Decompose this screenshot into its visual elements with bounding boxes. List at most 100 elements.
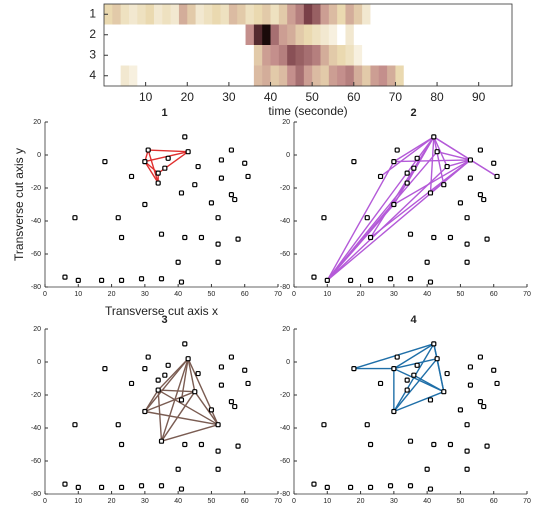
y-tick-label: -60 xyxy=(280,458,290,465)
node xyxy=(185,356,191,362)
heat-cell xyxy=(178,65,188,87)
node xyxy=(484,236,490,242)
y-tick-label: -20 xyxy=(280,392,290,399)
node xyxy=(444,163,450,170)
x-tick-label: 40 xyxy=(174,291,182,298)
y-tick-label: -20 xyxy=(280,185,290,192)
heat-cell xyxy=(337,4,346,25)
y-tick-label: -80 xyxy=(31,491,41,498)
heat-cell xyxy=(278,65,288,87)
y-tick-label: 20 xyxy=(33,326,41,333)
heat-cell xyxy=(178,4,188,25)
node xyxy=(464,448,470,454)
heat-cell xyxy=(162,45,172,66)
heat-cell xyxy=(153,4,163,25)
heat-cell xyxy=(228,65,238,87)
node xyxy=(208,407,215,413)
node xyxy=(387,483,394,489)
heat-cell xyxy=(403,45,413,66)
node xyxy=(424,259,430,265)
heat-cell xyxy=(120,4,130,25)
node xyxy=(155,377,161,383)
heat-cell xyxy=(495,4,505,25)
node xyxy=(431,234,437,241)
heat-cell xyxy=(328,24,338,46)
heat-cell xyxy=(428,4,438,25)
node xyxy=(165,155,171,161)
heat-cell xyxy=(278,4,288,25)
heat-cell xyxy=(237,24,246,46)
node xyxy=(351,366,357,372)
panel-title: 4 xyxy=(410,314,417,326)
heat-cell xyxy=(295,4,305,25)
heat-cell xyxy=(203,4,213,25)
heat-cell xyxy=(278,24,288,46)
x-tick-label: 90 xyxy=(472,90,486,104)
node xyxy=(411,372,417,378)
heat-cell xyxy=(195,24,205,46)
node xyxy=(364,215,370,221)
heat-cell xyxy=(362,4,371,25)
node xyxy=(467,175,474,181)
heat-cell xyxy=(312,4,321,25)
edge xyxy=(144,161,159,184)
heat-cell xyxy=(220,24,230,46)
heat-cell xyxy=(470,4,480,25)
node xyxy=(215,241,221,247)
heat-cell xyxy=(395,45,405,66)
heat-cell xyxy=(437,24,446,46)
heat-cell xyxy=(253,65,263,87)
node xyxy=(98,484,105,490)
heat-cell xyxy=(212,24,221,46)
x-tick-label: 80 xyxy=(430,90,444,104)
edge xyxy=(436,358,445,392)
edge xyxy=(353,343,435,370)
heat-cell xyxy=(412,24,421,46)
heat-cell xyxy=(453,4,463,25)
node xyxy=(427,486,434,492)
node xyxy=(145,147,151,153)
heat-cell xyxy=(295,65,305,87)
node xyxy=(467,382,474,388)
node xyxy=(215,466,221,472)
x-axis-label: Transverse cut axis x xyxy=(105,304,218,318)
x-tick-label: 70 xyxy=(523,498,531,505)
node xyxy=(311,481,317,487)
heat-cell xyxy=(378,4,388,25)
heat-cell xyxy=(353,24,363,46)
edge xyxy=(161,424,219,442)
node xyxy=(391,408,397,415)
heat-cell xyxy=(320,65,330,87)
heat-cell xyxy=(245,45,255,66)
node xyxy=(464,241,470,247)
node xyxy=(491,367,497,373)
node xyxy=(494,173,500,180)
heat-cell xyxy=(345,65,355,87)
x-tick-label: 30 xyxy=(390,291,398,298)
heat-cell xyxy=(337,24,346,46)
node xyxy=(218,382,225,388)
node xyxy=(138,483,145,489)
heat-cell xyxy=(403,24,413,46)
node xyxy=(404,170,410,176)
node xyxy=(427,397,434,403)
node xyxy=(198,234,205,241)
node xyxy=(477,399,483,405)
y-tick-label: 20 xyxy=(282,119,290,126)
heat-cell xyxy=(228,24,238,46)
node xyxy=(347,277,354,283)
edge xyxy=(144,391,196,413)
node xyxy=(192,182,198,188)
node xyxy=(377,380,384,387)
edge xyxy=(380,136,435,178)
heat-cell xyxy=(112,65,122,87)
heat-cell xyxy=(195,4,205,25)
heat-cell xyxy=(420,65,430,87)
heat-cell xyxy=(245,24,255,46)
heat-cell xyxy=(320,45,330,66)
node xyxy=(142,201,148,208)
heat-cell xyxy=(462,65,471,87)
node xyxy=(404,387,410,393)
heat-cell xyxy=(445,45,455,66)
edge xyxy=(446,159,471,168)
